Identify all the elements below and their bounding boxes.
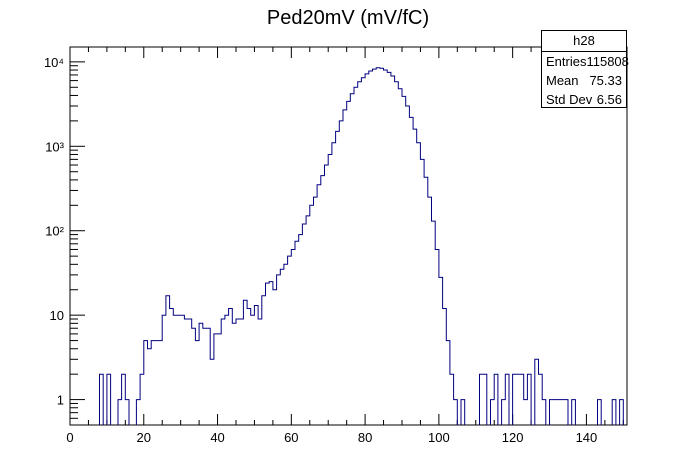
y-tick-label: 10 — [50, 308, 64, 323]
x-tick-label: 80 — [358, 430, 372, 445]
stats-entries-label: Entries — [546, 54, 587, 69]
x-tick-label: 60 — [284, 430, 298, 445]
stats-mean-label: Mean — [546, 73, 579, 88]
stats-stddev-value: 6.56 — [596, 92, 622, 107]
x-tick-label: 120 — [502, 430, 524, 445]
stats-box: h28 Entries 115808 Mean 75.33 Std Dev 6.… — [541, 30, 629, 109]
y-tick-label: 1 — [57, 393, 64, 408]
axis-tick-labels: 0 20 40 60 80 100 120 140 1 10 10² 10³ 10⁴ — [44, 55, 597, 445]
stats-title: h28 — [542, 31, 626, 52]
x-tick-label: 140 — [576, 430, 598, 445]
stats-row-entries: Entries 115808 — [542, 52, 629, 71]
stats-entries-value: 115808 — [586, 54, 629, 69]
chart-title: Ped20mV (mV/fC) — [267, 7, 429, 29]
x-tick-label: 100 — [428, 430, 450, 445]
y-tick-label: 10⁴ — [44, 55, 64, 70]
stats-row-stddev: Std Dev 6.56 — [542, 90, 626, 109]
x-tick-label: 40 — [210, 430, 224, 445]
stats-stddev-label: Std Dev — [546, 92, 593, 107]
stats-mean-value: 75.33 — [589, 73, 622, 88]
histogram-line — [99, 67, 624, 425]
y-tick-label: 10² — [45, 224, 64, 239]
stats-row-mean: Mean 75.33 — [542, 71, 626, 90]
x-tick-label: 20 — [137, 430, 151, 445]
x-tick-label: 0 — [66, 430, 73, 445]
y-tick-label: 10³ — [45, 139, 64, 154]
plot-frame — [69, 46, 628, 426]
